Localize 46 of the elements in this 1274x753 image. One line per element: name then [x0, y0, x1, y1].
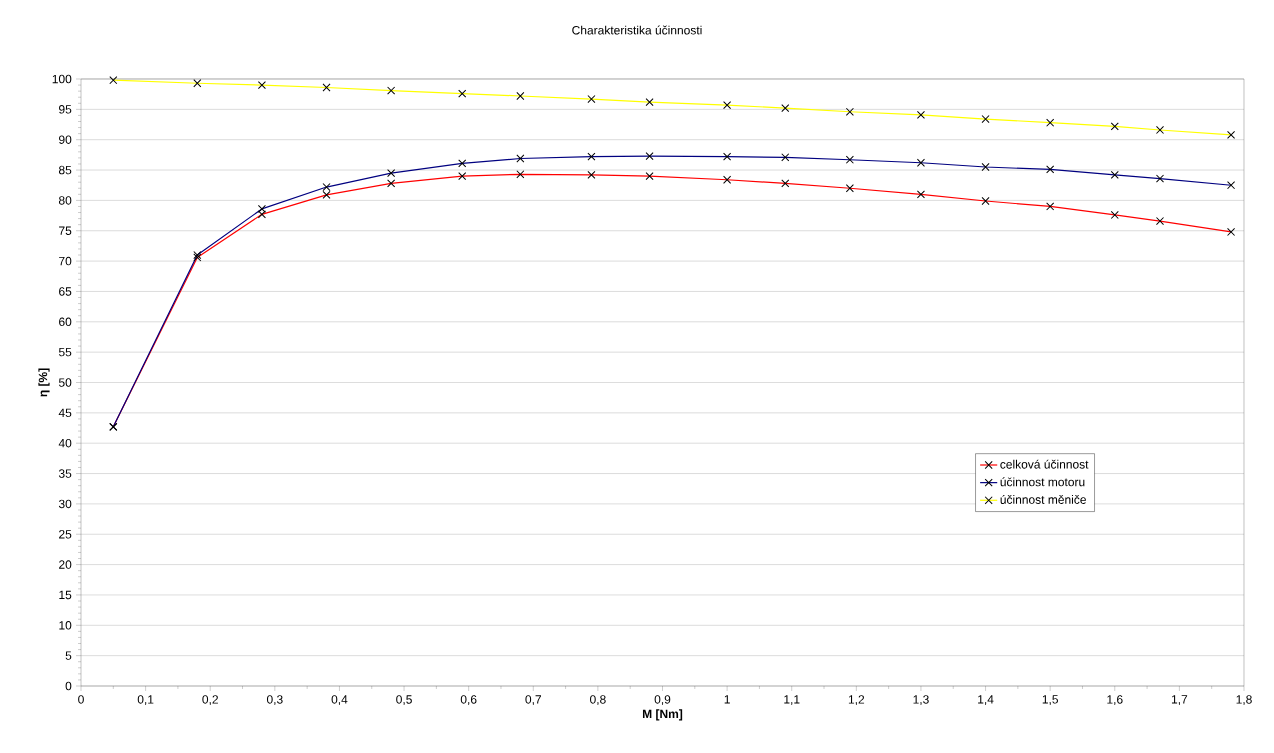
x-tick-label: 0,2: [202, 695, 218, 706]
legend-label: účinnost měniče: [1000, 494, 1086, 504]
y-tick-label: 100: [52, 74, 72, 84]
x-tick-label: 0,3: [266, 695, 283, 706]
x-tick-label: 1,2: [848, 695, 865, 706]
chart-title: Charakteristika účinnosti: [572, 25, 702, 35]
y-tick-label: 60: [59, 317, 72, 327]
x-tick-label: 1,1: [784, 695, 800, 705]
x-tick-label: 1: [724, 695, 730, 704]
legend-label: celková účinnost: [1000, 459, 1089, 469]
x-tick-label: 0,9: [654, 695, 671, 706]
x-tick-label: 0: [78, 695, 84, 704]
x-tick-label: 1,7: [1171, 695, 1188, 705]
y-tick-label: 50: [58, 378, 72, 387]
x-tick-label: 1,8: [1236, 695, 1252, 706]
x-tick-label: 1,5: [1042, 695, 1058, 705]
y-tick-label: 15: [59, 590, 72, 600]
y-tick-label: 90: [59, 135, 72, 144]
y-tick-label: 40: [58, 438, 72, 448]
x-tick-label: 0,8: [590, 695, 606, 706]
y-tick-label: 80: [58, 196, 72, 205]
y-tick-label: 85: [58, 165, 72, 175]
x-tick-label: 0,5: [396, 695, 412, 706]
y-tick-label: 5: [65, 651, 72, 660]
x-axis-title: M [Nm]: [642, 709, 683, 721]
y-tick-label: 65: [59, 287, 72, 296]
y-tick-label: 35: [58, 469, 72, 478]
y-tick-label: 25: [59, 530, 72, 539]
x-tick-label: 0,1: [137, 695, 154, 706]
x-tick-label: 1,6: [1107, 695, 1123, 706]
x-tick-label: 0,7: [525, 695, 542, 706]
y-tick-label: 55: [58, 347, 72, 357]
y-tick-label: 20: [59, 560, 72, 569]
x-tick-label: 0,6: [460, 695, 477, 706]
y-tick-label: 75: [59, 226, 72, 235]
y-axis-title: η [%]: [38, 368, 50, 397]
x-tick-label: 1,3: [913, 695, 929, 706]
y-tick-label: 10: [59, 621, 72, 630]
y-tick-label: 70: [59, 256, 72, 266]
legend-label: účinnost motoru: [1000, 477, 1085, 487]
x-tick-label: 0,4: [331, 695, 348, 706]
y-tick-label: 45: [58, 408, 72, 418]
y-tick-label: 0: [65, 681, 72, 691]
y-tick-label: 30: [58, 499, 72, 509]
y-tick-label: 95: [59, 105, 72, 114]
x-tick-label: 1,4: [978, 695, 994, 705]
